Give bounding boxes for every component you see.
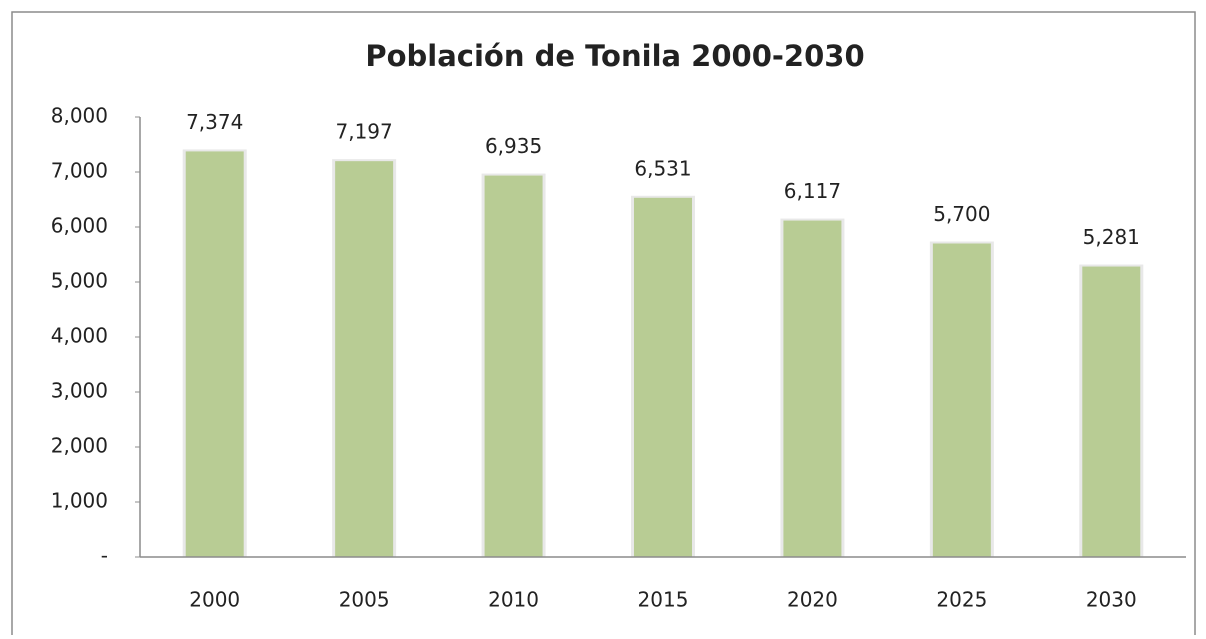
x-tick-label: 2010 xyxy=(488,588,539,612)
bar xyxy=(484,175,543,557)
bar xyxy=(1082,266,1141,557)
y-tick-label: 6,000 xyxy=(51,214,108,238)
value-label: 5,281 xyxy=(1083,225,1140,249)
x-tick-label: 2015 xyxy=(638,588,689,612)
bar xyxy=(335,161,394,558)
value-label: 6,531 xyxy=(634,156,691,180)
y-tick-label: 1,000 xyxy=(51,489,108,513)
y-tick-label: 3,000 xyxy=(51,379,108,403)
value-label: 7,374 xyxy=(186,110,243,134)
bar xyxy=(634,197,692,558)
bar xyxy=(783,220,842,557)
chart-title: Población de Tonila 2000-2030 xyxy=(365,39,864,73)
y-tick-label: 8,000 xyxy=(51,104,108,128)
x-tick-label: 2000 xyxy=(189,588,240,612)
value-label: 6,117 xyxy=(784,179,841,203)
bar xyxy=(185,151,244,557)
value-label: 7,197 xyxy=(336,120,393,144)
y-tick-label: 5,000 xyxy=(51,269,108,293)
x-tick-label: 2005 xyxy=(339,588,390,612)
value-label: 5,700 xyxy=(933,202,990,226)
y-tick-label: 7,000 xyxy=(51,159,108,183)
x-tick-label: 2025 xyxy=(936,588,987,612)
y-tick-label: 4,000 xyxy=(51,324,108,348)
y-tick-label: 2,000 xyxy=(51,434,108,458)
y-tick-label: - xyxy=(101,544,108,568)
value-label: 6,935 xyxy=(485,134,542,158)
bar xyxy=(932,243,991,557)
x-tick-label: 2030 xyxy=(1086,588,1137,612)
x-tick-label: 2020 xyxy=(787,588,838,612)
